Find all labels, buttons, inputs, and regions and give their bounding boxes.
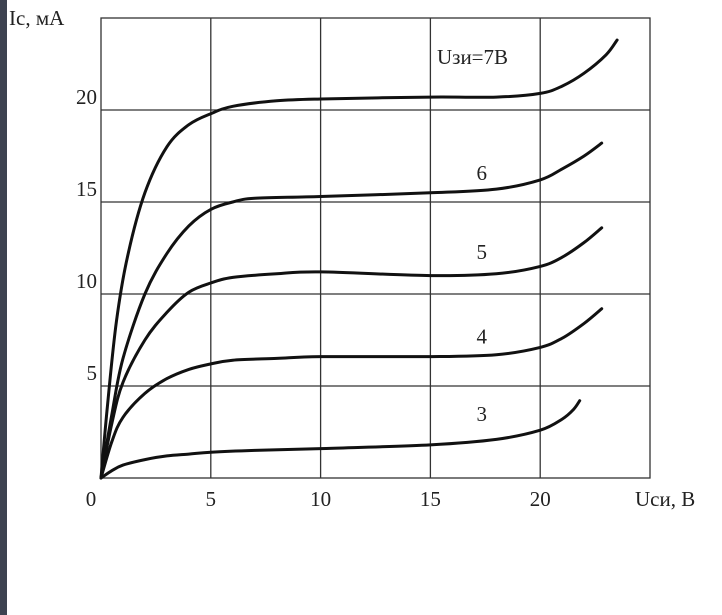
x-tick-label: 0	[86, 487, 97, 511]
curve-label-1: Uзи=7В	[437, 45, 508, 69]
curve-label-4: 4	[477, 325, 488, 349]
x-axis-label: Uси, В	[635, 487, 695, 511]
x-tick-label: 15	[420, 487, 441, 511]
y-tick-label: 20	[76, 85, 97, 109]
plot-area	[100, 17, 651, 479]
x-tick-label: 10	[310, 487, 331, 511]
y-axis-label: Iс, мА	[9, 6, 65, 30]
curve-label-2: 6	[477, 161, 488, 185]
curve-label-3: 5	[477, 240, 488, 264]
tick-layer: 0 5 10 15 20 5 10 15 20	[76, 85, 551, 511]
x-tick-label: 5	[206, 487, 217, 511]
y-tick-label: 10	[76, 269, 97, 293]
y-tick-label: 15	[76, 177, 97, 201]
curve-layer	[99, 38, 619, 480]
chart-frame: 0 5 10 15 20 5 10 15 20 Uзи=7В 6 5 4 3 Iс, мА Uси, В	[7, 0, 722, 615]
label-layer: Uзи=7В 6 5 4 3	[437, 45, 508, 426]
x-tick-label: 20	[530, 487, 551, 511]
series-line-4	[99, 307, 604, 480]
chart-svg: 0 5 10 15 20 5 10 15 20 Uзи=7В 6 5 4 3 Iс, мА Uси, В	[9, 6, 695, 511]
curve-label-5: 3	[477, 402, 488, 426]
series-line-3	[99, 226, 604, 480]
series-line-1	[99, 38, 619, 480]
grid-layer	[100, 17, 651, 479]
y-tick-label: 5	[87, 361, 98, 385]
series-line-2	[99, 141, 604, 480]
series-line-5	[99, 399, 582, 480]
